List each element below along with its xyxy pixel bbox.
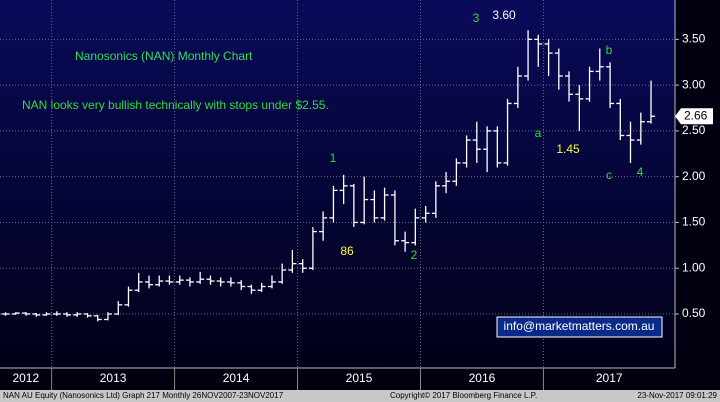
watermark-box	[496, 316, 663, 338]
y-tick-label: 1.00	[682, 260, 706, 274]
annotation: 4	[637, 165, 644, 179]
annotation: 1	[330, 151, 337, 165]
axis-background	[675, 0, 720, 368]
y-tick-label: 2.50	[682, 123, 706, 137]
x-tick-label: 2012	[12, 371, 39, 385]
annotation: 1.45	[556, 142, 580, 156]
y-tick-label: 2.00	[682, 169, 706, 183]
annotation: 3	[473, 11, 480, 25]
last-price-tag	[675, 108, 713, 125]
annotation: c	[606, 168, 612, 182]
x-axis-background	[0, 368, 720, 390]
plot-background	[0, 0, 675, 368]
footer-left: NAN AU Equity (Nanosonics Ltd) Graph 217…	[3, 391, 284, 400]
annotation: b	[606, 43, 613, 57]
last-price-label: 2.66	[684, 108, 708, 122]
annotation: 2	[411, 248, 418, 262]
x-tick-label: 2015	[346, 371, 373, 385]
x-tick-label: 2014	[223, 371, 250, 385]
chart-subtitle: NAN looks very bullish technically with …	[22, 98, 329, 112]
annotation: 3.60	[492, 8, 516, 22]
x-tick-label: 2013	[100, 371, 127, 385]
y-tick-label: 1.50	[682, 215, 706, 229]
chart-title: Nanosonics (NAN) Monthly Chart	[75, 49, 253, 63]
footer-right: 23-Nov-2017 09:01:29	[637, 391, 717, 400]
annotation: 86	[340, 244, 354, 258]
footer-middle: Copyright© 2017 Bloomberg Finance L.P.	[390, 391, 537, 400]
y-tick-label: 0.50	[682, 306, 706, 320]
x-tick-label: 2017	[596, 371, 623, 385]
y-tick-label: 3.50	[682, 32, 706, 46]
annotation: a	[535, 126, 542, 140]
x-tick-label: 2016	[469, 371, 496, 385]
y-tick-label: 3.00	[682, 77, 706, 91]
footer-background	[0, 390, 720, 402]
watermark: info@marketmatters.com.au	[504, 319, 655, 333]
